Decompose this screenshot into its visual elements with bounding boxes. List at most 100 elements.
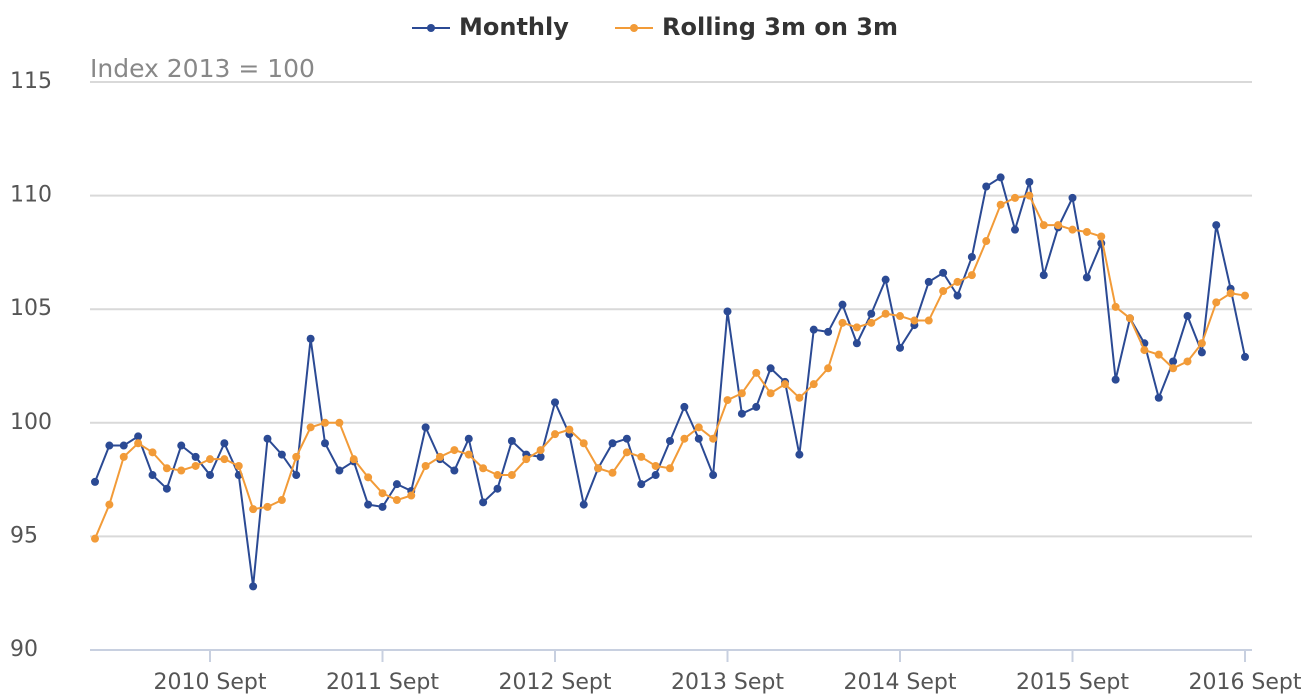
data-point <box>1183 312 1192 321</box>
data-point <box>795 450 804 459</box>
data-point <box>1197 348 1206 357</box>
data-point <box>1082 227 1091 236</box>
data-point <box>134 432 143 441</box>
data-point <box>622 434 631 443</box>
data-point <box>737 409 746 418</box>
data-point <box>464 450 473 459</box>
data-point <box>1097 232 1106 241</box>
data-point <box>1241 352 1249 361</box>
data-point <box>579 439 588 448</box>
y-tick-label: 90 <box>10 637 38 662</box>
data-point <box>1039 221 1048 230</box>
data-point <box>996 200 1005 209</box>
data-point <box>737 389 746 398</box>
data-point <box>680 402 689 411</box>
data-point <box>924 277 933 286</box>
data-point <box>1068 225 1077 234</box>
data-point <box>177 441 186 450</box>
data-point <box>378 489 387 498</box>
data-point <box>752 402 761 411</box>
data-point <box>881 275 890 284</box>
data-point <box>191 452 200 461</box>
data-point <box>651 461 660 470</box>
data-point <box>162 484 171 493</box>
data-point <box>953 291 962 300</box>
series-line <box>94 175 1246 587</box>
data-point <box>421 461 430 470</box>
data-point <box>321 418 329 427</box>
data-point <box>852 339 861 348</box>
data-point <box>1011 225 1019 234</box>
data-point <box>982 182 991 191</box>
data-point <box>321 439 329 448</box>
data-point <box>364 500 373 509</box>
data-point <box>335 466 344 475</box>
data-point <box>637 452 646 461</box>
data-point <box>536 452 545 461</box>
data-point <box>1226 289 1235 298</box>
x-tick-label: 2011 Sept <box>326 670 439 695</box>
legend-marker <box>630 24 638 32</box>
data-point <box>392 480 401 489</box>
data-point <box>191 461 200 470</box>
data-point <box>896 343 904 352</box>
data-point <box>220 439 229 448</box>
data-point <box>1011 193 1019 202</box>
data-point <box>982 237 991 246</box>
data-point <box>924 316 933 325</box>
data-point <box>579 500 588 509</box>
data-point <box>867 318 876 327</box>
data-point <box>881 309 890 318</box>
data-point <box>162 464 171 473</box>
data-point <box>680 434 689 443</box>
data-point <box>1082 273 1091 282</box>
data-point <box>277 496 286 505</box>
data-point <box>1140 346 1149 355</box>
data-point <box>134 439 143 448</box>
data-point <box>752 368 761 377</box>
data-point <box>896 312 904 321</box>
data-point <box>1169 357 1178 366</box>
data-point <box>551 398 559 407</box>
data-point <box>939 287 948 296</box>
data-point <box>522 455 531 464</box>
data-point <box>781 380 789 389</box>
data-point <box>939 268 948 277</box>
data-point <box>1039 271 1048 280</box>
legend-label: Rolling 3m on 3m <box>662 13 898 41</box>
annotation: Index 2013 = 100 <box>90 54 315 83</box>
data-point <box>436 452 444 461</box>
data-point <box>709 471 718 480</box>
data-point <box>349 455 358 464</box>
data-point <box>249 582 258 591</box>
data-point <box>292 471 301 480</box>
data-point <box>1126 314 1134 323</box>
data-point <box>263 434 272 443</box>
data-point <box>608 468 617 477</box>
data-point <box>392 496 401 505</box>
data-point <box>838 318 847 327</box>
data-point <box>709 434 718 443</box>
data-point <box>119 452 128 461</box>
data-point <box>421 423 430 432</box>
data-point <box>91 477 99 486</box>
data-point <box>1025 177 1034 186</box>
data-point <box>651 471 660 480</box>
data-point <box>608 439 617 448</box>
x-tick-label: 2015 Sept <box>1016 670 1129 695</box>
data-point <box>507 471 516 480</box>
data-point <box>838 300 847 309</box>
legend-marker <box>427 24 435 32</box>
data-point <box>536 446 545 455</box>
data-point <box>666 436 674 445</box>
data-point <box>1025 191 1034 200</box>
data-point <box>1169 364 1178 373</box>
data-point <box>910 316 919 325</box>
data-point <box>723 307 732 316</box>
data-point <box>867 309 876 318</box>
data-point <box>148 448 157 457</box>
data-point <box>824 327 833 336</box>
data-point <box>206 471 214 480</box>
data-point <box>1212 298 1221 307</box>
